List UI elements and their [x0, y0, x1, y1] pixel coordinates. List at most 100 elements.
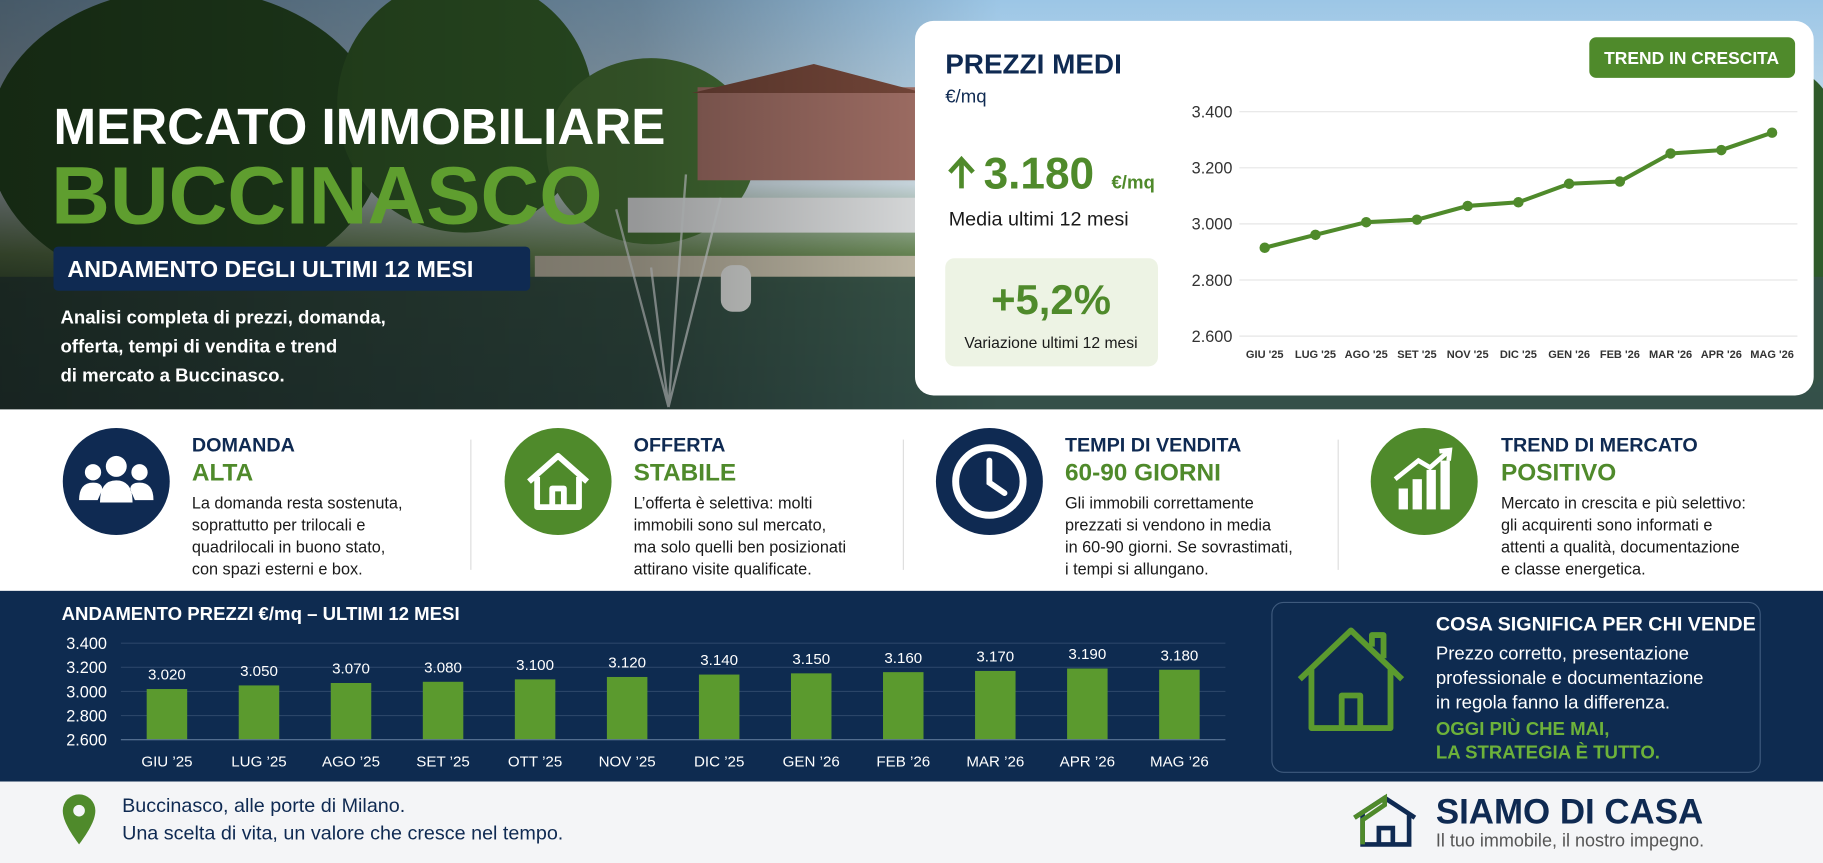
hero-description-line: Analisi completa di prezzi, domanda, — [60, 306, 385, 327]
feature-text: prezzati si vendono in media — [1065, 516, 1272, 534]
bar-chart-title: ANDAMENTO PREZZI €/mq – ULTIMI 12 MESI — [62, 603, 460, 624]
price-point — [1310, 229, 1321, 241]
price-bar — [790, 673, 832, 740]
bar-value-label: 3.120 — [608, 655, 646, 672]
seller-box — [1271, 601, 1761, 773]
x-tick-label: LUG ’25 — [231, 753, 286, 770]
hero-description-line: offerta, tempi di vendita e trend — [60, 335, 337, 356]
price-point — [1766, 127, 1778, 138]
features-section — [0, 409, 1823, 591]
bar-value-label: 3.070 — [332, 661, 370, 678]
feature-text: i tempi si allungano. — [1065, 561, 1209, 579]
feature-value: 60-90 GIORNI — [1065, 459, 1221, 486]
feature-text: gli acquirenti sono informati e — [1501, 516, 1713, 534]
y-tick-label: 3.200 — [1192, 160, 1233, 178]
up-arrow — [948, 155, 975, 189]
x-tick-label: SET '25 — [1397, 349, 1436, 361]
price-point — [1259, 242, 1270, 253]
card-change: +5,2% — [991, 276, 1111, 323]
feature-text: L’offerta è selettiva: molti — [634, 494, 813, 512]
price-bar — [698, 674, 740, 740]
y-tick-label: 3.200 — [66, 659, 107, 677]
bar-value-label: 3.170 — [976, 649, 1014, 666]
feature-value: POSITIVO — [1501, 459, 1616, 486]
x-tick-label: NOV ’25 — [599, 753, 656, 770]
hero-badge-text: ANDAMENTO DEGLI ULTIMI 12 MESI — [67, 256, 473, 282]
price-bar — [422, 681, 464, 740]
seller-title: COSA SIGNIFICA PER CHI VENDE — [1436, 613, 1756, 635]
feature-text: attirano visite qualificate. — [634, 561, 812, 579]
x-tick-label: FEB ’26 — [876, 753, 930, 770]
price-bar — [1067, 668, 1108, 740]
feature-text: in 60-90 giorni. Se sovrastimati, — [1065, 538, 1293, 556]
hero-title: MERCATO IMMOBILIARE — [53, 98, 665, 155]
price-bar — [975, 670, 1016, 740]
bar-value-label: 3.180 — [1160, 647, 1198, 664]
price-bar — [146, 689, 188, 740]
card-title: PREZZI MEDI — [945, 48, 1122, 79]
x-tick-label: GEN ’26 — [783, 753, 840, 770]
feature-text: Gli immobili correttamente — [1065, 494, 1254, 512]
icon-house — [504, 428, 612, 536]
icon-growth — [1370, 428, 1478, 536]
price-bar — [330, 682, 372, 740]
price-point — [1462, 200, 1473, 212]
x-tick-label: FEB '26 — [1600, 349, 1640, 361]
brand-tagline: Il tuo immobile, il nostro impegno. — [1436, 831, 1704, 851]
bar-value-label: 3.020 — [148, 667, 186, 684]
seller-house-icon — [1297, 627, 1405, 731]
brand-name: SIAMO DI CASA — [1436, 792, 1703, 831]
y-tick-label: 2.800 — [66, 707, 107, 725]
seller-text: Prezzo corretto, presentazione profession… — [1436, 642, 1704, 762]
y-tick-label: 3.000 — [1192, 216, 1233, 234]
x-tick-label: APR ’26 — [1060, 753, 1115, 770]
footer-location-line: Una scelta di vita, un valore che cresce… — [122, 823, 563, 845]
price-point — [1563, 178, 1575, 190]
icon-clock — [935, 428, 1043, 536]
footer — [0, 781, 1823, 863]
x-tick-label: MAG '26 — [1750, 349, 1794, 361]
price-point — [1513, 197, 1524, 208]
price-bar — [238, 685, 280, 740]
pin-dot — [73, 804, 85, 817]
feature-text: attenti a qualità, documentazione — [1501, 538, 1740, 556]
feature-text: soprattutto per trilocali e — [192, 516, 366, 534]
feature-text: e classe energetica. — [1501, 561, 1646, 579]
card-change-caption: Variazione ultimi 12 mesi — [964, 335, 1137, 352]
x-tick-label: MAG ’26 — [1150, 753, 1209, 770]
x-tick-label: AGO ’25 — [322, 753, 380, 770]
feature-text: quadrilocali in buono stato, — [192, 538, 385, 556]
price-point — [1665, 148, 1676, 159]
seller-highlight: OGGI PIÙ CHE MAI, — [1436, 718, 1610, 739]
y-tick-label: 2.600 — [1192, 328, 1233, 346]
trend-badge — [1589, 37, 1796, 78]
card-price-unit: €/mq — [1111, 171, 1154, 192]
x-tick-label: LUG '25 — [1295, 349, 1336, 361]
price-bar — [606, 676, 648, 740]
feature-title: OFFERTA — [634, 434, 726, 456]
bar-value-label: 3.140 — [700, 652, 738, 669]
footer-location-line: Buccinasco, alle porte di Milano. — [122, 795, 405, 817]
price-bar — [1159, 669, 1200, 740]
bar-value-label: 3.160 — [884, 650, 922, 667]
price-point — [1716, 144, 1727, 156]
hero-badge — [53, 246, 531, 291]
feature-text: Mercato in crescita e più selettivo: — [1501, 494, 1746, 512]
bar-value-label: 3.190 — [1068, 646, 1106, 663]
feature-text: con spazi esterni e box. — [192, 561, 363, 579]
hero-description: Analisi completa di prezzi, domanda, offe… — [60, 306, 385, 385]
trend-badge-text: TREND IN CRESCITA — [1604, 48, 1779, 68]
x-tick-label: GIU '25 — [1246, 349, 1284, 361]
card-unit: €/mq — [945, 85, 986, 106]
price-bar — [514, 679, 556, 740]
feature-value: STABILE — [634, 459, 737, 486]
x-tick-label: GIU ’25 — [141, 753, 192, 770]
price-point — [1411, 214, 1423, 225]
feature-text: ma solo quelli ben posizionati — [634, 538, 846, 556]
features: DOMANDA ALTA La domanda resta sostenuta, so… — [192, 434, 1746, 578]
y-tick-label: 2.600 — [66, 732, 107, 750]
price-point — [1360, 216, 1372, 228]
x-tick-label: SET ’25 — [416, 753, 469, 770]
